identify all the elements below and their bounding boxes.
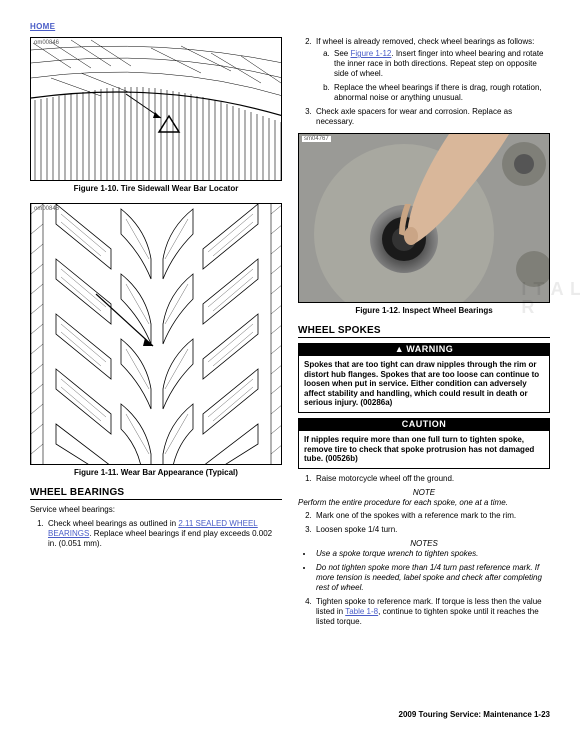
spoke-note-2: Do not tighten spoke more than 1/4 turn … [314,563,550,593]
spoke-note-1: Use a spoke torque wrench to tighten spo… [314,549,550,559]
bearing-substeps: See Figure 1-12. Insert finger into whee… [316,49,550,103]
fig12-caption: Figure 1-12. Inspect Wheel Bearings [298,306,550,315]
spoke-notes: Use a spoke torque wrench to tighten spo… [298,549,550,593]
wheel-bearings-heading: WHEEL BEARINGS [30,487,282,498]
figure-1-11: om00845 [30,203,282,465]
bearing-step-1: Check wheel bearings as outlined in 2.11… [46,519,282,549]
spoke-step-1: Raise motorcycle wheel off the ground. [314,474,550,484]
fig10-caption: Figure 1-10. Tire Sidewall Wear Bar Loca… [30,184,282,193]
spoke-steps-4: Tighten spoke to reference mark. If torq… [298,597,550,627]
bearing-steps-cont: If wheel is already removed, check wheel… [298,37,550,127]
service-intro: Service wheel bearings: [30,505,282,515]
right-column: If wheel is already removed, check wheel… [298,37,550,631]
xref-table-1-8[interactable]: Table 1-8 [345,607,378,616]
heading-rule [30,499,282,500]
figure-1-10: om00846 [30,37,282,181]
heading-rule-2 [298,337,550,338]
figure-1-12: sm04767 [298,133,550,303]
note-text: Perform the entire procedure for each sp… [298,498,550,508]
bearing-step-2b: Replace the wheel bearings if there is d… [332,83,550,103]
home-link[interactable]: HOME [30,22,55,31]
bearing-step-2a: See Figure 1-12. Insert finger into whee… [332,49,550,79]
bearing-step-2: If wheel is already removed, check wheel… [314,37,550,103]
bearing-step-3: Check axle spacers for wear and corrosio… [314,107,550,127]
warning-bar: ▲WARNING [298,343,550,355]
bearing-steps: Check wheel bearings as outlined in 2.11… [30,519,282,549]
notes-label: NOTES [298,539,550,548]
spoke-steps-2: Mark one of the spokes with a reference … [298,511,550,535]
warning-box: Spokes that are too tight can draw nippl… [298,355,550,413]
left-column: om00846 [30,37,282,631]
fig10-code: om00846 [34,40,59,46]
page-footer: 2009 Touring Service: Maintenance 1-23 [399,710,550,719]
caution-bar: CAUTION [298,418,550,430]
watermark: I T A L R [521,280,580,316]
fig11-code: om00845 [34,206,59,212]
warning-icon: ▲ [395,344,404,354]
note-label: NOTE [298,488,550,497]
spoke-step-2: Mark one of the spokes with a reference … [314,511,550,521]
fig11-caption: Figure 1-11. Wear Bar Appearance (Typica… [30,468,282,477]
wheel-spokes-heading: WHEEL SPOKES [298,325,550,336]
spoke-step-4: Tighten spoke to reference mark. If torq… [314,597,550,627]
xref-fig-1-12[interactable]: Figure 1-12 [350,49,391,58]
spoke-steps: Raise motorcycle wheel off the ground. [298,474,550,484]
caution-box: If nipples require more than one full tu… [298,430,550,469]
fig12-code: sm04767 [302,136,331,142]
spoke-step-3: Loosen spoke 1/4 turn. [314,525,550,535]
